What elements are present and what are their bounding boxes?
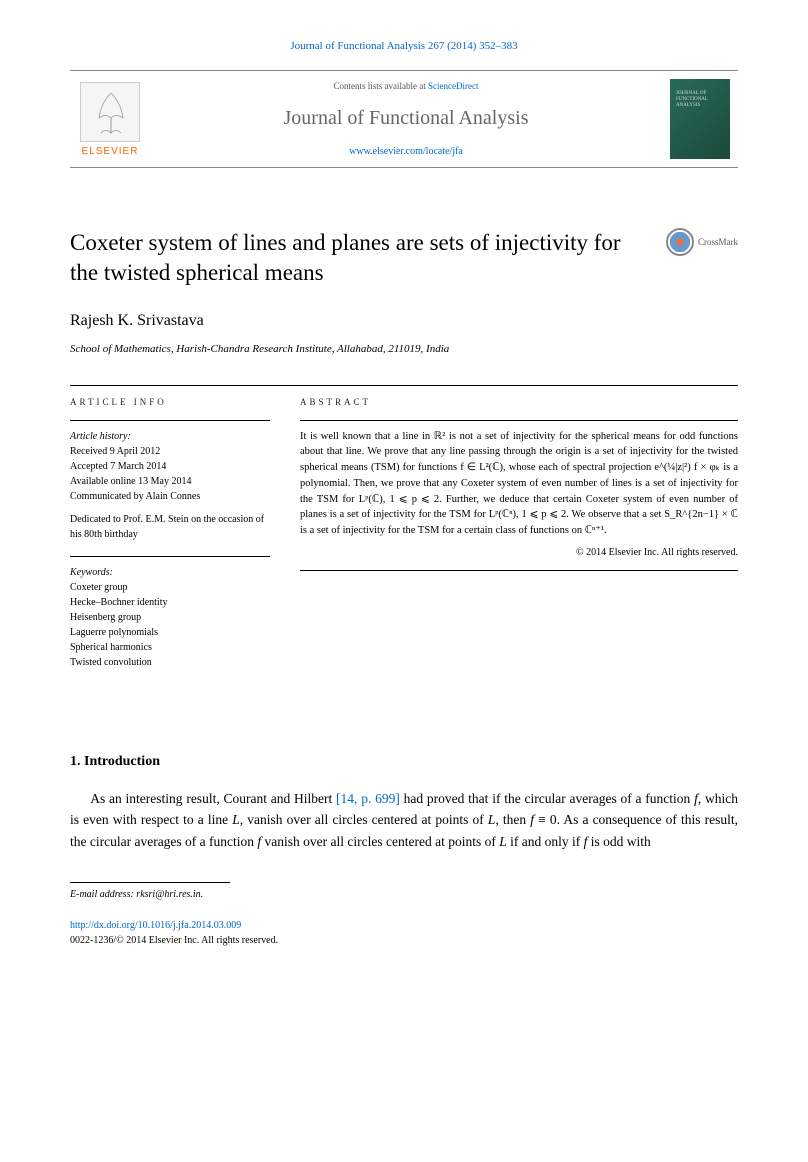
abstract-block: It is well known that a line in ℝ² is no… (300, 420, 738, 571)
history-received: Received 9 April 2012 (70, 444, 270, 459)
contents-lists-line: Contents lists available at ScienceDirec… (158, 81, 654, 91)
article-info-label: ARTICLE INFO (70, 396, 270, 410)
keyword: Spherical harmonics (70, 640, 270, 655)
abstract-column: ABSTRACT It is well known that a line in… (300, 386, 738, 684)
doi-link[interactable]: http://dx.doi.org/10.1016/j.jfa.2014.03.… (70, 920, 241, 931)
keywords-block: Keywords: Coxeter group Hecke–Bochner id… (70, 556, 270, 670)
footnote-separator (70, 882, 230, 883)
author-name: Rajesh K. Srivastava (70, 312, 738, 330)
keyword: Heisenberg group (70, 610, 270, 625)
author-email[interactable]: rksri@hri.res.in (136, 889, 200, 900)
publisher-name: ELSEVIER (82, 146, 139, 157)
elsevier-tree-icon (80, 82, 140, 142)
abstract-label: ABSTRACT (300, 396, 738, 410)
contents-prefix: Contents lists available at (334, 81, 428, 91)
abstract-copyright: © 2014 Elsevier Inc. All rights reserved… (300, 545, 738, 560)
sciencedirect-link[interactable]: ScienceDirect (428, 81, 478, 91)
keyword: Hecke–Bochner identity (70, 595, 270, 610)
doi-block: http://dx.doi.org/10.1016/j.jfa.2014.03.… (70, 918, 738, 948)
issn-copyright: 0022-1236/© 2014 Elsevier Inc. All right… (70, 935, 278, 946)
history-online: Available online 13 May 2014 (70, 474, 270, 489)
journal-banner-title: Journal of Functional Analysis (158, 107, 654, 130)
keyword: Coxeter group (70, 580, 270, 595)
journal-homepage-link[interactable]: www.elsevier.com/locate/jfa (158, 146, 654, 157)
abstract-rule (300, 570, 738, 571)
intro-paragraph: As an interesting result, Courant and Hi… (70, 788, 738, 853)
history-accepted: Accepted 7 March 2014 (70, 459, 270, 474)
keywords-heading: Keywords: (70, 565, 270, 580)
email-line: E-mail address: rksri@hri.res.in. (70, 889, 738, 900)
article-title: Coxeter system of lines and planes are s… (70, 228, 666, 288)
keyword: Laguerre polynomials (70, 625, 270, 640)
title-row: Coxeter system of lines and planes are s… (70, 228, 738, 288)
citation-link[interactable]: [14, p. 699] (336, 791, 400, 806)
section-title: Introduction (84, 754, 160, 769)
crossmark-icon (666, 228, 694, 256)
journal-banner: ELSEVIER Contents lists available at Sci… (70, 70, 738, 168)
journal-cover-thumbnail[interactable]: JOURNAL OF FUNCTIONAL ANALYSIS (670, 79, 730, 159)
article-info-column: ARTICLE INFO Article history: Received 9… (70, 386, 270, 684)
dedication: Dedicated to Prof. E.M. Stein on the occ… (70, 512, 270, 542)
journal-reference[interactable]: Journal of Functional Analysis 267 (2014… (70, 40, 738, 52)
cover-thumb-title: JOURNAL OF FUNCTIONAL ANALYSIS (676, 91, 730, 109)
crossmark-badge[interactable]: CrossMark (666, 228, 738, 256)
history-heading: Article history: (70, 429, 270, 444)
keyword: Twisted convolution (70, 655, 270, 670)
crossmark-label: CrossMark (698, 237, 738, 247)
info-abstract-row: ARTICLE INFO Article history: Received 9… (70, 385, 738, 684)
abstract-text: It is well known that a line in ℝ² is no… (300, 429, 738, 539)
email-label: E-mail address: (70, 889, 134, 900)
banner-center: Contents lists available at ScienceDirec… (150, 71, 662, 167)
introduction-section: 1. Introduction As an interesting result… (70, 754, 738, 853)
section-number: 1. (70, 754, 81, 769)
publisher-logo[interactable]: ELSEVIER (70, 71, 150, 167)
author-affiliation: School of Mathematics, Harish-Chandra Re… (70, 342, 738, 357)
section-heading: 1. Introduction (70, 754, 738, 770)
article-history-block: Article history: Received 9 April 2012 A… (70, 420, 270, 542)
history-communicated: Communicated by Alain Connes (70, 489, 270, 504)
